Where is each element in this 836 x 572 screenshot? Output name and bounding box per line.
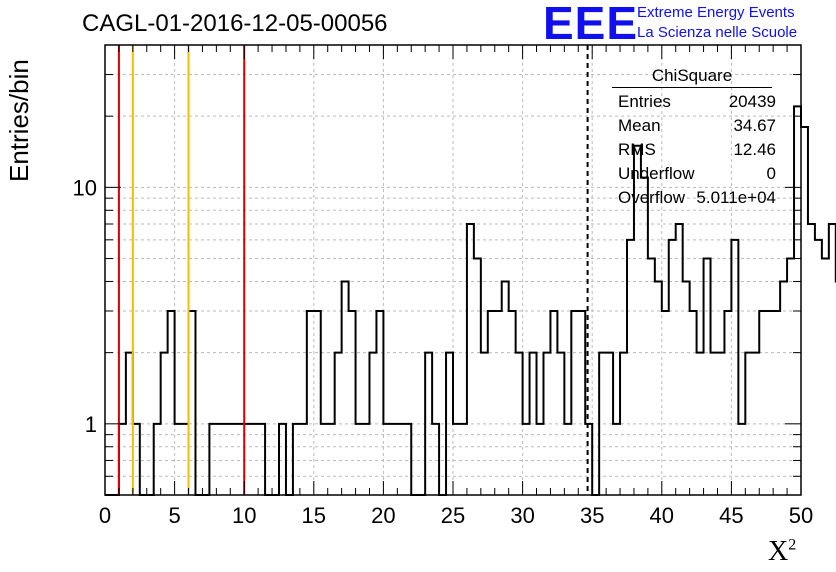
stats-row: Mean 34.67 bbox=[612, 114, 776, 138]
y-axis-ticks: 1 10 bbox=[73, 44, 801, 477]
stats-value: 34.67 bbox=[733, 116, 776, 135]
stats-label: RMS bbox=[618, 140, 656, 159]
x-tick-label: 40 bbox=[650, 503, 674, 528]
x-axis-label-superscript: 2 bbox=[788, 536, 797, 554]
histogram-line bbox=[105, 105, 836, 496]
stats-value: 0 bbox=[766, 164, 776, 183]
x-tick-label: 0 bbox=[99, 503, 111, 528]
x-tick-label: 15 bbox=[302, 503, 326, 528]
logo-line-2: La Scienza nelle Scuole bbox=[637, 24, 798, 41]
stats-row: Entries 20439 bbox=[612, 90, 776, 114]
stats-value: 12.46 bbox=[733, 140, 776, 159]
x-tick-label: 10 bbox=[232, 503, 256, 528]
y-axis-label: Entries/bin bbox=[4, 59, 34, 182]
y-tick-label: 10 bbox=[73, 175, 97, 200]
eee-logo-mark: EEE bbox=[543, 0, 639, 49]
reference-lines bbox=[117, 45, 589, 495]
x-tick-label: 35 bbox=[580, 503, 604, 528]
stats-value: 20439 bbox=[728, 92, 776, 111]
stats-label: Entries bbox=[618, 92, 671, 111]
stats-title: ChiSquare bbox=[612, 66, 772, 88]
stats-row: Overflow 5.011e+04 bbox=[612, 186, 776, 210]
stats-label: Underflow bbox=[618, 164, 695, 183]
x-axis-label: X2 bbox=[768, 536, 797, 567]
x-tick-label: 30 bbox=[510, 503, 534, 528]
y-tick-label: 1 bbox=[85, 412, 97, 437]
stats-box: ChiSquare Entries 20439 Mean 34.67 RMS 12.4… bbox=[612, 66, 776, 210]
x-tick-label: 45 bbox=[719, 503, 743, 528]
stats-label: Mean bbox=[618, 116, 661, 135]
chart-title: CAGL-01-2016-12-05-00056 bbox=[82, 10, 388, 37]
stats-row: Underflow 0 bbox=[612, 162, 776, 186]
x-tick-label: 25 bbox=[441, 503, 465, 528]
x-tick-label: 50 bbox=[789, 503, 813, 528]
logo-line-1: Extreme Energy Events bbox=[637, 4, 795, 21]
stats-value: 5.011e+04 bbox=[696, 188, 776, 207]
x-tick-label: 20 bbox=[371, 503, 395, 528]
x-tick-label: 5 bbox=[168, 503, 180, 528]
histogram-series bbox=[105, 105, 836, 496]
stats-row: RMS 12.46 bbox=[612, 138, 776, 162]
x-axis-ticks: 0 5 10 15 20 25 30 35 40 45 50 bbox=[99, 45, 813, 528]
stats-label: Overflow bbox=[618, 188, 686, 207]
